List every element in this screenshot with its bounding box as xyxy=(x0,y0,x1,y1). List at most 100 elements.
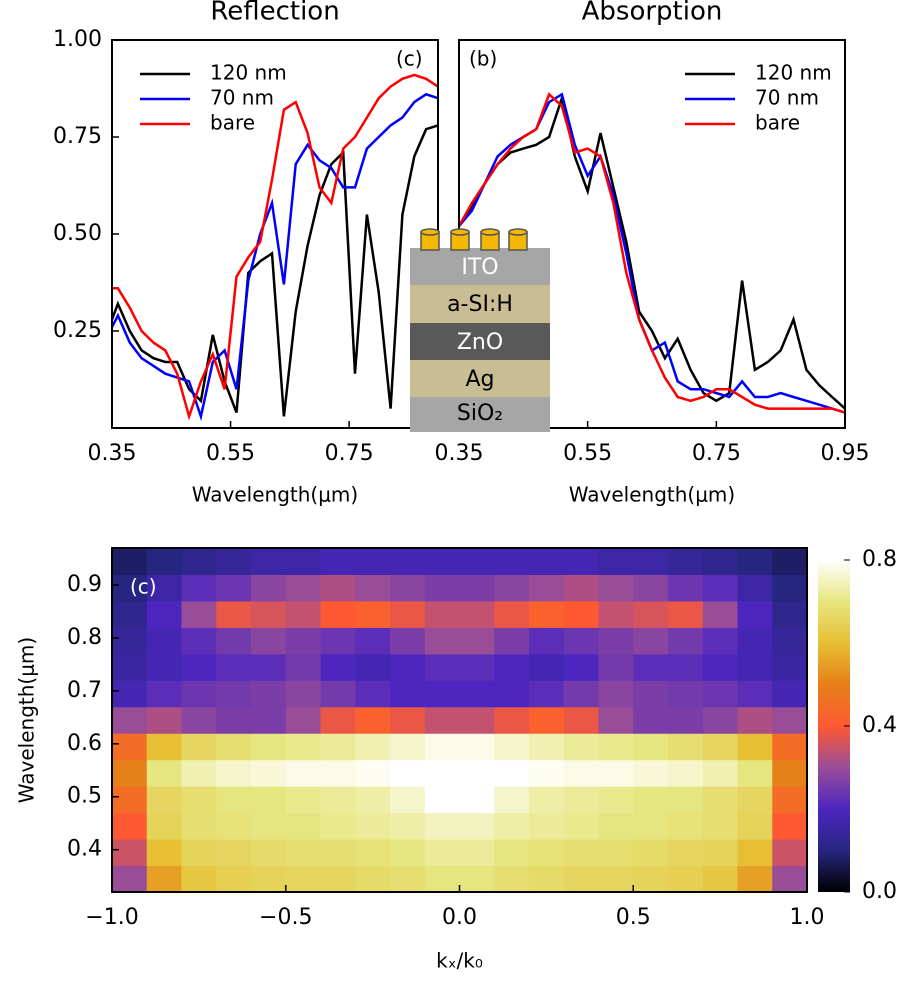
heatmap-cell xyxy=(355,786,391,814)
heatmap-cell xyxy=(146,574,182,602)
heatmap-cell xyxy=(424,786,460,814)
heatmap-cell xyxy=(668,865,704,893)
x-tick-label: 0.0 xyxy=(442,905,477,930)
heatmap-cell xyxy=(216,680,252,708)
heatmap-cell xyxy=(529,680,565,708)
heatmap-cell xyxy=(737,759,773,787)
layer-label: a-SI:H xyxy=(447,292,513,317)
heatmap-cell xyxy=(181,865,217,893)
heatmap-cell xyxy=(320,574,356,602)
heatmap-cell xyxy=(320,733,356,761)
heatmap-cell xyxy=(702,706,738,734)
series-line xyxy=(459,93,845,410)
heatmap-cell xyxy=(772,786,808,814)
heatmap-cell xyxy=(251,786,287,814)
heatmap-cell xyxy=(112,759,148,787)
heatmap-cell xyxy=(737,865,773,893)
heatmap-cell xyxy=(563,548,599,575)
plot-area xyxy=(112,73,438,422)
heatmap-cell xyxy=(424,627,460,655)
heatmap-cell xyxy=(529,627,565,655)
heatmap-cell xyxy=(529,574,565,602)
heatmap-cell xyxy=(494,653,530,681)
heatmap-cell xyxy=(494,759,530,787)
heatmap-cell xyxy=(529,865,565,893)
x-tick-label: 0.55 xyxy=(563,441,612,466)
heatmap-cell xyxy=(494,548,530,575)
heatmap-cell xyxy=(702,733,738,761)
heatmap-cell xyxy=(251,865,287,893)
layer-label: Ag xyxy=(465,367,494,392)
heatmap-cell xyxy=(772,600,808,628)
heatmap-cell xyxy=(598,865,634,893)
heatmap-cell xyxy=(459,653,495,681)
heatmap-cell xyxy=(390,600,426,628)
nanoparticles xyxy=(420,228,528,251)
heatmap-cell xyxy=(390,706,426,734)
y-tick-label: 0.4 xyxy=(67,837,102,862)
heatmap-cell xyxy=(494,600,530,628)
x-tick-label: 0.35 xyxy=(435,441,484,466)
heatmap-cell xyxy=(112,733,148,761)
heatmap-cell xyxy=(459,786,495,814)
heatmap-cell xyxy=(772,733,808,761)
heatmap-cell xyxy=(598,733,634,761)
heatmap-cell xyxy=(355,706,391,734)
heatmap-cell xyxy=(112,600,148,628)
heatmap-cell xyxy=(529,653,565,681)
heatmap-cell xyxy=(598,812,634,840)
heatmap-cell xyxy=(494,680,530,708)
heatmap-cell xyxy=(563,812,599,840)
heatmap-cell xyxy=(668,653,704,681)
heatmap-cell xyxy=(320,627,356,655)
heatmap-cell xyxy=(702,600,738,628)
layer-ito xyxy=(410,248,550,285)
heatmap-cell xyxy=(181,680,217,708)
heatmap-cell xyxy=(146,839,182,867)
heatmap-cell xyxy=(459,706,495,734)
heatmap-cell xyxy=(146,812,182,840)
heatmap-cell xyxy=(216,574,252,602)
heatmap-cell xyxy=(633,680,669,708)
heatmap-cell xyxy=(633,653,669,681)
heatmap-cell xyxy=(459,865,495,893)
heatmap-cell xyxy=(355,680,391,708)
heatmap-cell xyxy=(702,574,738,602)
heatmap-cell xyxy=(702,812,738,840)
layer-sio2 xyxy=(410,397,550,432)
heatmap-cell xyxy=(563,653,599,681)
heatmap-cell xyxy=(285,600,321,628)
heatmap-cell xyxy=(181,759,217,787)
heatmap-cell xyxy=(668,600,704,628)
heatmap-cell xyxy=(737,839,773,867)
heatmap-cell xyxy=(355,733,391,761)
heatmap-cell xyxy=(320,706,356,734)
heatmap-cell xyxy=(633,759,669,787)
nanoparticle-top xyxy=(420,228,440,236)
heatmap-cell xyxy=(146,733,182,761)
heatmap-cell xyxy=(216,812,252,840)
heatmap-cell xyxy=(668,812,704,840)
heatmap-cell xyxy=(355,548,391,575)
heatmap-cell xyxy=(216,786,252,814)
heatmap-cell xyxy=(772,812,808,840)
heatmap-cell xyxy=(146,680,182,708)
heatmap-cell xyxy=(459,600,495,628)
heatmap-cell xyxy=(702,680,738,708)
heatmap-cell xyxy=(633,706,669,734)
heatmap-cell xyxy=(390,759,426,787)
chart-title: Reflection xyxy=(210,0,339,27)
x-tick-label: 0.55 xyxy=(206,441,255,466)
heatmap-cell xyxy=(216,600,252,628)
heatmap-cell xyxy=(494,786,530,814)
heatmap-cell xyxy=(424,706,460,734)
heatmap-cell xyxy=(529,733,565,761)
heatmap-cell xyxy=(737,548,773,575)
heatmap-cell xyxy=(424,733,460,761)
x-axis-label: Wavelength(μm) xyxy=(569,483,735,507)
y-tick-label: 0.7 xyxy=(67,678,102,703)
heatmap-cell xyxy=(181,627,217,655)
heatmap-cell xyxy=(251,653,287,681)
heatmap-cell xyxy=(251,574,287,602)
